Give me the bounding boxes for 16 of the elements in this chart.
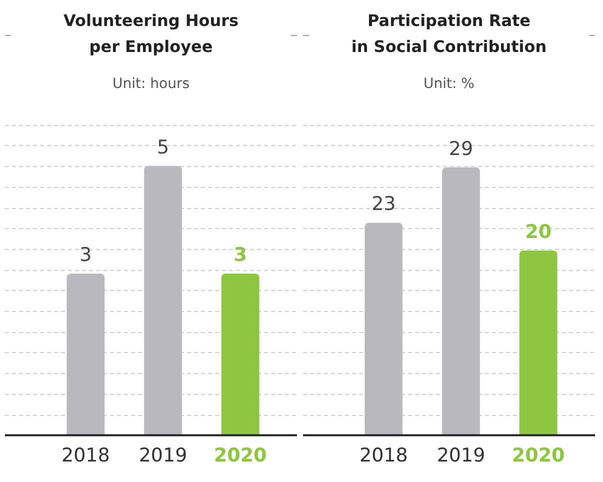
x-tick-label: 2019 <box>436 444 486 467</box>
x-tick-label: 2018 <box>359 444 408 467</box>
data-label: 3 <box>80 244 92 266</box>
data-label: 29 <box>448 138 474 160</box>
chart-subtitle: Unit: hours <box>111 76 191 92</box>
x-tick-label: 2020 <box>512 444 565 467</box>
data-label: 5 <box>156 136 170 158</box>
x-tick-label: 2019 <box>138 444 188 467</box>
data-label: 23 <box>372 193 396 216</box>
chart-title: Participation Rate in Social Contribution <box>350 10 548 58</box>
x-tick-label: 2020 <box>214 444 267 467</box>
chart-subtitle: Unit: % <box>422 76 476 92</box>
x-tick-label: 2018 <box>61 444 110 467</box>
data-label: 3 <box>234 244 247 266</box>
data-label: 20 <box>525 220 552 243</box>
chart-title: Volunteering Hours per Employee <box>62 10 240 58</box>
